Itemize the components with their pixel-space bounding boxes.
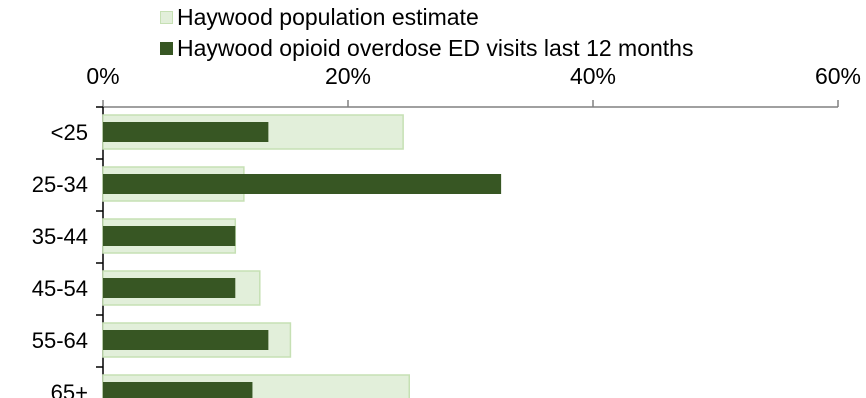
y-tick-label: 25-34 bbox=[32, 172, 88, 197]
legend-label-ed-visits: Haywood opioid overdose ED visits last 1… bbox=[177, 35, 694, 61]
y-tick-label: 45-54 bbox=[32, 276, 88, 301]
legend-item-ed-visits: Haywood opioid overdose ED visits last 1… bbox=[160, 35, 693, 62]
x-tick-label: 40% bbox=[570, 63, 616, 89]
legend-item-population: Haywood population estimate bbox=[160, 4, 479, 31]
x-tick-label: 20% bbox=[325, 63, 371, 89]
bar-ed-visits bbox=[103, 278, 236, 298]
y-tick-label: 35-44 bbox=[32, 224, 88, 249]
legend-swatch-ed-visits bbox=[160, 42, 173, 55]
bar-ed-visits bbox=[103, 330, 269, 350]
y-tick-label: 65+ bbox=[51, 380, 88, 398]
bar-ed-visits bbox=[103, 174, 502, 194]
x-tick-label: 60% bbox=[815, 63, 861, 89]
bar-ed-visits bbox=[103, 226, 236, 246]
x-tick-label: 0% bbox=[86, 63, 119, 89]
legend-swatch-population bbox=[160, 11, 173, 24]
y-tick-label: <25 bbox=[51, 120, 88, 145]
legend: Haywood population estimate Haywood opio… bbox=[0, 0, 866, 62]
y-tick-label: 55-64 bbox=[32, 328, 88, 353]
bar-ed-visits bbox=[103, 382, 253, 398]
bar-ed-visits bbox=[103, 122, 269, 142]
legend-label-population: Haywood population estimate bbox=[177, 4, 479, 30]
